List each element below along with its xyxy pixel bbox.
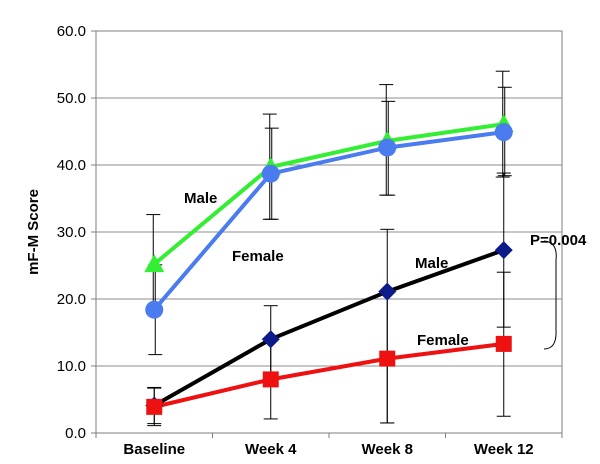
y-tick-label: 30.0 <box>57 224 86 241</box>
point-diamond <box>494 241 513 260</box>
y-tick-label: 40.0 <box>57 157 86 174</box>
point-square <box>146 398 163 415</box>
x-tick-label: Week 8 <box>362 441 413 458</box>
y-tick-label: 10.0 <box>57 358 86 375</box>
x-tick-label: Week 12 <box>474 441 534 458</box>
point-square <box>495 335 512 352</box>
label-male-lower: Male <box>415 255 448 272</box>
x-axis-ticks: Baseline Week 4 Week 8 Week 12 <box>95 433 563 458</box>
y-tick-label: 60.0 <box>57 23 86 40</box>
point-diamond <box>378 282 397 301</box>
label-p-value: P=0.004 <box>530 232 587 249</box>
point-circle <box>145 300 164 319</box>
series-lines <box>152 122 505 409</box>
series-line-1 <box>152 122 505 266</box>
point-circle <box>261 164 280 183</box>
point-circle <box>494 123 513 142</box>
point-triangle <box>144 254 165 273</box>
y-tick-label: 0.0 <box>65 425 86 442</box>
series-line-3 <box>153 248 505 408</box>
y-tick-label: 20.0 <box>57 291 86 308</box>
point-circle <box>378 138 397 157</box>
gridlines <box>96 97 562 367</box>
annotations: Male Female Male Female P=0.004 <box>184 190 587 349</box>
y-tick-label: 50.0 <box>57 90 86 107</box>
label-female-lower: Female <box>417 332 469 349</box>
label-female-upper: Female <box>232 248 284 265</box>
x-tick-label: Week 4 <box>245 441 297 458</box>
y-axis-ticks: 0.0 10.0 20.0 30.0 40.0 50.0 60.0 <box>57 23 96 442</box>
significance-bracket <box>543 240 557 350</box>
series-line-2 <box>152 130 505 312</box>
series-markers <box>144 114 514 415</box>
label-male-upper: Male <box>184 190 217 207</box>
y-axis-title: mF-M Score <box>25 189 42 275</box>
point-square <box>379 350 396 367</box>
point-square <box>262 371 279 388</box>
series-line-4 <box>153 341 505 409</box>
point-diamond <box>261 330 280 349</box>
x-tick-label: Baseline <box>123 441 185 458</box>
